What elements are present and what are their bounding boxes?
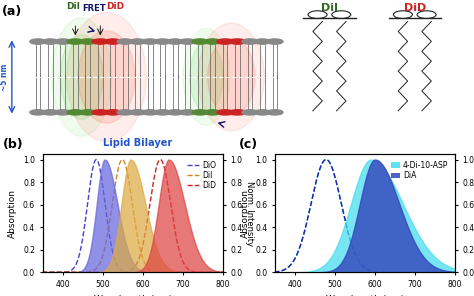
Text: (b): (b) [3, 138, 24, 151]
Circle shape [255, 110, 271, 115]
X-axis label: Wavelength (nm): Wavelength (nm) [326, 295, 404, 296]
Circle shape [80, 110, 96, 115]
Circle shape [267, 110, 283, 115]
Text: DiI: DiI [321, 3, 338, 13]
Text: DiD: DiD [404, 3, 426, 13]
Y-axis label: Absorption: Absorption [241, 189, 250, 238]
Circle shape [192, 110, 208, 115]
Circle shape [180, 110, 196, 115]
Text: Lipid Bilayer: Lipid Bilayer [103, 138, 172, 148]
Y-axis label: Norm. Intensity: Norm. Intensity [245, 181, 254, 246]
Ellipse shape [208, 38, 255, 115]
Circle shape [55, 39, 71, 44]
Text: FRET: FRET [82, 4, 106, 13]
Circle shape [267, 39, 283, 44]
Circle shape [204, 110, 220, 115]
Ellipse shape [190, 42, 223, 112]
Circle shape [242, 110, 258, 115]
Circle shape [55, 110, 71, 115]
Circle shape [105, 39, 121, 44]
Circle shape [117, 39, 133, 44]
Circle shape [180, 39, 196, 44]
Y-axis label: Absorption: Absorption [9, 189, 18, 238]
Text: ~5 nm: ~5 nm [0, 63, 9, 91]
Circle shape [30, 110, 46, 115]
Circle shape [217, 110, 233, 115]
X-axis label: Wavelength (nm): Wavelength (nm) [93, 295, 172, 296]
Ellipse shape [67, 12, 146, 141]
Circle shape [92, 39, 109, 44]
Text: (c): (c) [239, 138, 258, 151]
Circle shape [229, 110, 246, 115]
Circle shape [155, 39, 171, 44]
Circle shape [67, 39, 83, 44]
Circle shape [255, 39, 271, 44]
Circle shape [142, 110, 158, 115]
Legend: DiO, DiI, DiD: DiO, DiI, DiD [184, 158, 219, 193]
Circle shape [80, 39, 96, 44]
Text: DiI: DiI [66, 2, 80, 11]
Text: (a): (a) [2, 5, 23, 18]
Circle shape [30, 39, 46, 44]
Circle shape [155, 110, 171, 115]
Circle shape [229, 39, 246, 44]
Circle shape [42, 39, 58, 44]
Circle shape [167, 110, 183, 115]
Circle shape [67, 110, 83, 115]
Circle shape [130, 110, 146, 115]
Circle shape [242, 39, 258, 44]
Ellipse shape [198, 23, 264, 131]
Circle shape [204, 39, 220, 44]
Text: DiD: DiD [106, 2, 124, 11]
Circle shape [192, 39, 208, 44]
Ellipse shape [52, 18, 111, 136]
Circle shape [42, 110, 58, 115]
Ellipse shape [78, 31, 135, 123]
Circle shape [142, 39, 158, 44]
Ellipse shape [60, 35, 103, 119]
Circle shape [217, 39, 233, 44]
Circle shape [117, 110, 133, 115]
Circle shape [92, 110, 109, 115]
Circle shape [130, 39, 146, 44]
Circle shape [167, 39, 183, 44]
Legend: 4-Di-10-ASP, DiA: 4-Di-10-ASP, DiA [388, 158, 451, 183]
Circle shape [105, 110, 121, 115]
Ellipse shape [183, 28, 229, 126]
